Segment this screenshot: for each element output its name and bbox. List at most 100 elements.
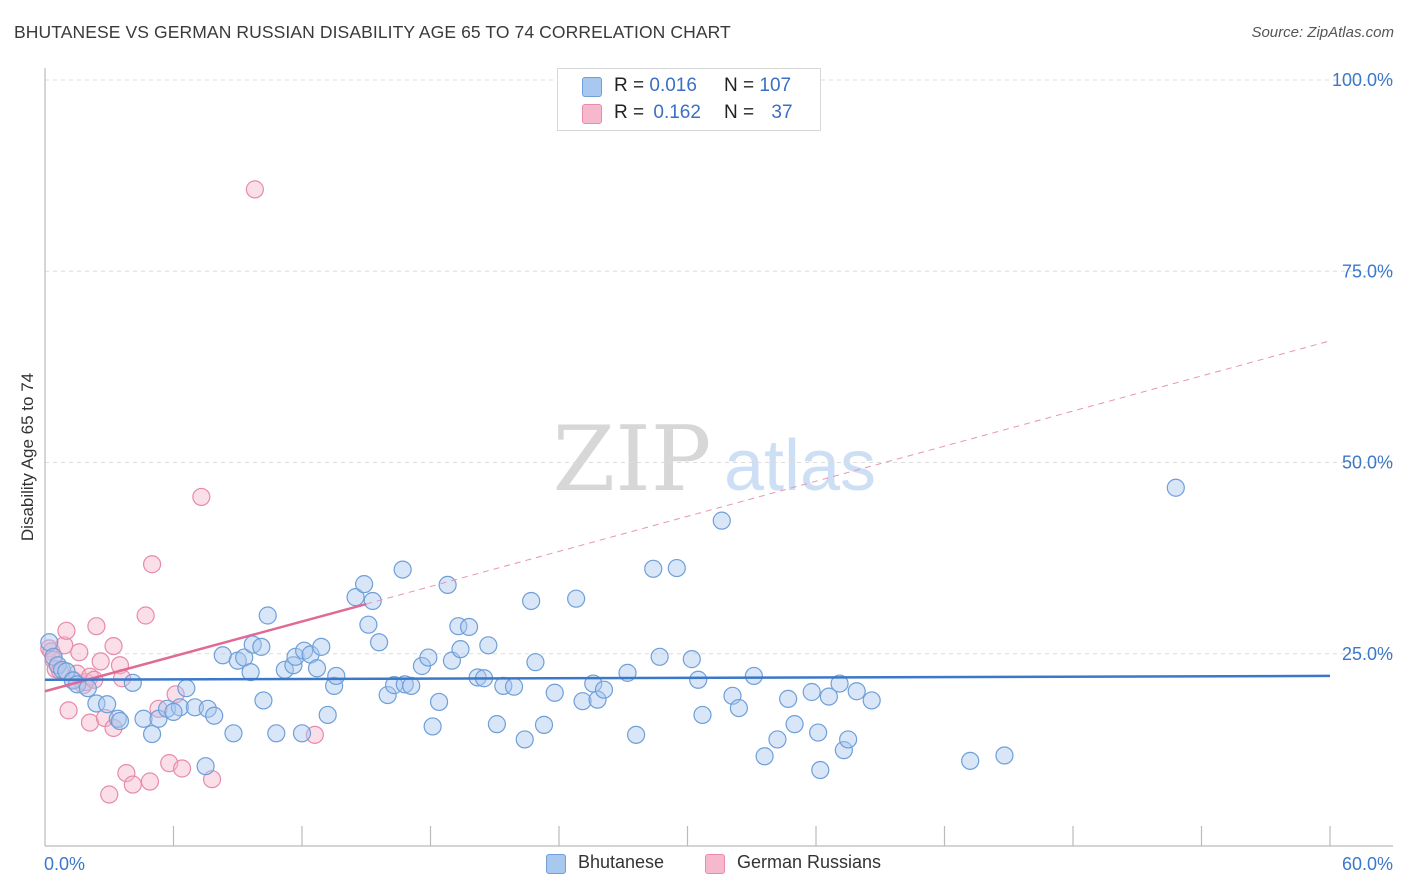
source-label: Source: ZipAtlas.com <box>1251 24 1394 41</box>
german-russians-point <box>100 785 119 804</box>
legend-r-label: R = <box>614 102 645 123</box>
bhutanese-point <box>292 724 312 743</box>
bhutanese-point <box>811 760 830 780</box>
bhutanese-point <box>327 666 346 686</box>
german-russians-point <box>80 713 100 732</box>
legend-n-label: N = <box>724 102 755 123</box>
bhutanese-point <box>459 617 479 637</box>
german-russians-point <box>192 487 211 507</box>
german-russians-point <box>104 636 123 656</box>
bhutanese-point <box>545 683 564 702</box>
german-russians-point <box>245 180 264 199</box>
bhutanese-point <box>196 757 215 776</box>
bhutanese-point <box>355 575 374 594</box>
legend-n-value: 37 <box>771 102 793 123</box>
bhutanese-point <box>682 650 701 669</box>
bhutanese-point <box>650 647 669 666</box>
y-tick-label: 25.0% <box>1342 644 1393 664</box>
bhutanese-point <box>451 640 470 659</box>
bhutanese-point <box>267 724 286 743</box>
german-russians-point <box>70 643 89 662</box>
bhutanese-point <box>258 606 277 625</box>
bhutanese-point <box>110 711 130 731</box>
bhutanese-point <box>438 575 457 595</box>
bhutanese-point <box>312 637 331 656</box>
bhutanese-point <box>402 676 421 695</box>
legend-n-value: 107 <box>759 75 792 96</box>
bhutanese-point <box>693 705 712 725</box>
german-russians-point <box>140 772 160 791</box>
bhutanese-point <box>164 702 183 721</box>
bhutanese-point <box>44 647 63 666</box>
bhutanese-point <box>423 717 442 736</box>
bhutanese-point <box>847 682 866 701</box>
bhutanese-point <box>224 724 243 743</box>
bhutanese-point <box>254 691 273 710</box>
bhutanese-point <box>834 741 853 760</box>
bhutanese-point <box>644 559 663 578</box>
bhutanese-point <box>487 715 506 734</box>
bhutanese-point <box>108 709 127 728</box>
bhutanese-point <box>307 659 327 678</box>
legend-r-value: 0.016 <box>649 75 697 96</box>
german-russians-point <box>123 775 142 794</box>
bhutanese-point <box>241 663 260 682</box>
bhutanese-point <box>567 589 586 608</box>
german-russians-point <box>117 763 136 783</box>
bhutanese-point <box>809 723 828 742</box>
bhutanese-point <box>779 689 798 708</box>
bhutanese-point <box>689 670 708 689</box>
bhutanese-point <box>198 699 217 718</box>
bhutanese-point <box>177 679 196 698</box>
bhutanese-point <box>961 751 980 770</box>
y-tick-label: 50.0% <box>1342 453 1393 473</box>
german-russians-point <box>91 652 110 671</box>
legend-n-label: N = <box>724 75 755 96</box>
bhutanese-point <box>395 675 414 694</box>
bhutanese-point <box>359 615 378 634</box>
bhutanese-point <box>588 690 607 709</box>
watermark-atlas: atlas <box>724 426 876 506</box>
german-russians-point <box>40 639 59 658</box>
bhutanese-point <box>363 591 382 611</box>
bhutanese-point <box>573 692 592 711</box>
bhutanese-point <box>667 558 686 578</box>
german-russians-points <box>40 180 324 804</box>
bhutanese-point <box>729 698 749 718</box>
bhutanese-point <box>40 633 59 652</box>
bhutanese-point <box>252 637 271 656</box>
legend-r-value: 0.162 <box>653 102 701 123</box>
bhutanese-point <box>393 560 412 579</box>
bhutanese-point <box>995 746 1014 765</box>
y-axis-label: Disability Age 65 to 74 <box>18 373 37 541</box>
bhutanese-point <box>534 715 554 734</box>
bottom-legend-label-bhutanese: Bhutanese <box>578 852 665 872</box>
bottom-legend-label-german-russians: German Russians <box>737 852 882 872</box>
bhutanese-point <box>318 705 337 725</box>
y-tick-label: 75.0% <box>1342 261 1393 281</box>
bhutanese-point <box>378 685 397 705</box>
bhutanese-point <box>819 687 838 706</box>
correlation-legend: R = 0.016 N = 107 R = 0.162 N = 37 <box>557 68 821 131</box>
bhutanese-point <box>205 706 224 725</box>
bhutanese-point <box>839 730 858 749</box>
german-russians-point <box>142 555 162 574</box>
bhutanese-point <box>504 677 524 696</box>
bhutanese-point <box>744 666 763 686</box>
german-russians-point <box>136 606 155 625</box>
german-russians-point <box>55 636 74 655</box>
bhutanese-trend-line <box>44 674 1331 682</box>
german-russians-point <box>172 759 192 778</box>
legend-swatch-bhutanese <box>582 77 602 97</box>
german-russians-point <box>87 617 106 636</box>
legend-swatch-german-russians <box>582 104 602 124</box>
bhutanese-point <box>515 730 534 749</box>
bhutanese-point <box>134 709 153 728</box>
trend-lines <box>44 340 1331 693</box>
bhutanese-point <box>170 698 190 717</box>
german-russians-point <box>57 621 76 640</box>
bhutanese-point <box>419 648 438 667</box>
x-tick-label-right: 60.0% <box>1342 854 1393 874</box>
bhutanese-point <box>785 715 804 734</box>
